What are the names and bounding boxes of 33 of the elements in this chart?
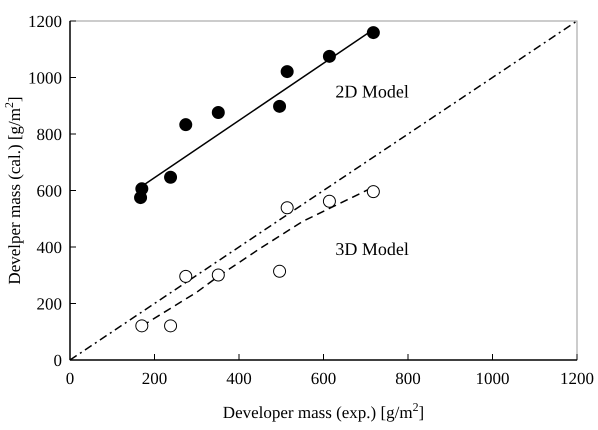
point	[164, 319, 178, 332]
point	[280, 201, 294, 214]
x-tick-label: 600	[310, 369, 336, 388]
point	[135, 182, 148, 196]
series-label: 3D Model	[335, 239, 409, 260]
point	[164, 170, 178, 184]
x-axis-title: Developer mass (exp.) [g/m$^{2}$]	[222, 400, 424, 422]
x-tick-label: 800	[395, 369, 421, 388]
series-label: 2D Model	[335, 81, 409, 102]
point	[280, 65, 294, 78]
point	[212, 268, 225, 282]
point	[366, 26, 380, 40]
point	[322, 194, 336, 208]
x-tick-label: 1200	[560, 369, 594, 388]
x-tick-label: 1000	[476, 369, 510, 388]
point	[135, 319, 148, 332]
y-tick-label: 200	[36, 294, 62, 314]
point	[322, 50, 336, 63]
x-tick-label: 400	[226, 369, 252, 388]
point	[179, 270, 192, 283]
x-tick-label: 0	[66, 369, 74, 388]
y-tick-label: 1200	[28, 12, 62, 31]
y-tick-label: 0	[54, 351, 62, 370]
y-tick-label: 400	[36, 238, 62, 257]
y-tick-label: 1000	[28, 68, 62, 88]
x-tick-label: 200	[142, 369, 168, 388]
y-tick-label: 800	[36, 125, 62, 144]
point	[273, 264, 286, 278]
point	[273, 100, 286, 113]
y-tick-label: 600	[36, 182, 62, 200]
point	[179, 118, 192, 132]
point	[212, 106, 225, 120]
point	[366, 185, 380, 198]
